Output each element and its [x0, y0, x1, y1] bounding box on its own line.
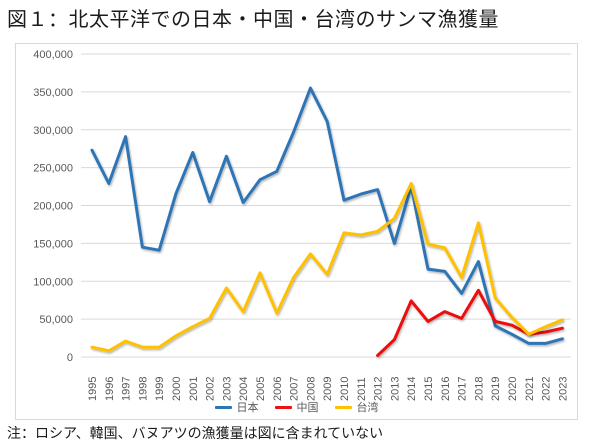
x-tick-label: 2021 — [524, 377, 536, 401]
x-tick-label: 1998 — [137, 377, 149, 401]
line-chart-svg: 0 50,000 100,000 150,000 200,000 250,000 300,0… — [33, 49, 571, 401]
x-tick-label: 2000 — [171, 377, 183, 401]
y-tick-label: 250,000 — [33, 163, 73, 175]
x-tick-label: 2016 — [440, 377, 452, 401]
x-tick-label: 2004 — [238, 377, 250, 401]
x-tick-label: 2007 — [289, 377, 301, 401]
legend-swatch-icon — [214, 405, 232, 409]
x-tick-label: 2010 — [339, 377, 351, 401]
series-line-日本 — [90, 86, 564, 345]
x-tick-label: 1995 — [87, 377, 99, 401]
x-tick-label: 2018 — [473, 377, 485, 401]
y-tick-label: 400,000 — [33, 49, 73, 61]
x-tick-label: 2011 — [356, 377, 368, 401]
x-tick-label: 2015 — [423, 377, 435, 401]
legend-swatch-icon — [334, 405, 352, 409]
chart-plot-container: 0 50,000 100,000 150,000 200,000 250,000 300,0… — [15, 43, 578, 420]
x-tick-label: 1996 — [104, 377, 116, 401]
x-tick-label: 2001 — [188, 377, 200, 401]
chart-footnote: 注：ロシア、韓国、バヌアツの漁獲量は図に含まれていない — [7, 425, 384, 441]
x-tick-label: 2013 — [389, 377, 401, 401]
x-tick-label: 2017 — [457, 377, 469, 401]
legend-label: 中国 — [296, 402, 319, 414]
y-tick-label: 100,000 — [33, 276, 73, 288]
chart-title: 図１：北太平洋での日本・中国・台湾のサンマ漁獲量 — [7, 9, 499, 31]
y-axis-tick-labels: 0 50,000 100,000 150,000 200,000 250,000 300,0… — [33, 49, 73, 364]
x-tick-label: 2012 — [373, 377, 385, 401]
series-line-台湾 — [90, 182, 564, 353]
x-tick-label: 1997 — [121, 377, 133, 401]
x-tick-label: 2005 — [255, 377, 267, 401]
x-tick-label: 2019 — [490, 377, 502, 401]
x-tick-label: 2003 — [221, 377, 233, 401]
legend-item-日本: 日本 — [214, 399, 259, 415]
data-series-lines — [90, 86, 564, 357]
y-tick-label: 0 — [67, 352, 73, 364]
y-tick-label: 300,000 — [33, 125, 73, 137]
x-tick-label: 2002 — [205, 377, 217, 401]
x-tick-label: 2022 — [541, 377, 553, 401]
y-tick-label: 50,000 — [39, 314, 73, 326]
x-tick-label: 2014 — [406, 377, 418, 401]
x-tick-label: 2020 — [507, 377, 519, 401]
y-tick-label: 200,000 — [33, 201, 73, 213]
legend-label: 台湾 — [356, 402, 379, 414]
series-line-中国 — [376, 288, 564, 357]
chart-legend: 日本 中国 台湾 — [15, 399, 578, 415]
y-tick-label: 350,000 — [33, 87, 73, 99]
x-tick-label: 2006 — [272, 377, 284, 401]
x-tick-label: 2008 — [305, 377, 317, 401]
x-tick-label: 1999 — [154, 377, 166, 401]
gridlines — [81, 53, 571, 358]
legend-item-中国: 中国 — [274, 399, 319, 415]
x-tick-label: 2009 — [322, 377, 334, 401]
legend-swatch-icon — [274, 405, 292, 409]
legend-label: 日本 — [236, 402, 259, 414]
y-tick-label: 150,000 — [33, 238, 73, 250]
x-axis-tick-labels: 1995 1996 1997 1998 1999 2000 2001 2002 2003 2004… — [87, 377, 569, 401]
x-tick-label: 2023 — [557, 377, 569, 401]
legend-item-台湾: 台湾 — [334, 399, 379, 415]
